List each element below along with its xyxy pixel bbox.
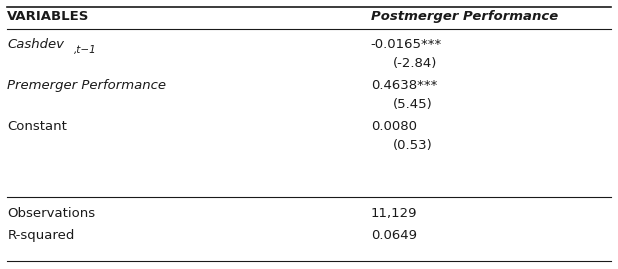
Text: (5.45): (5.45) <box>392 98 432 111</box>
Text: ,t−1: ,t−1 <box>74 45 97 55</box>
Text: R-squared: R-squared <box>7 229 75 242</box>
Text: Premerger Performance: Premerger Performance <box>7 79 166 92</box>
Text: 0.4638***: 0.4638*** <box>371 79 437 92</box>
Text: -0.0165***: -0.0165*** <box>371 38 442 51</box>
Text: (0.53): (0.53) <box>392 139 432 152</box>
Text: 0.0080: 0.0080 <box>371 120 417 133</box>
Text: Postmerger Performance: Postmerger Performance <box>371 10 558 23</box>
Text: (-2.84): (-2.84) <box>392 57 437 70</box>
Text: Observations: Observations <box>7 207 96 220</box>
Text: 0.0649: 0.0649 <box>371 229 417 242</box>
Text: Cashdev: Cashdev <box>7 38 64 51</box>
Text: VARIABLES: VARIABLES <box>7 10 90 23</box>
Text: 11,129: 11,129 <box>371 207 417 220</box>
Text: Constant: Constant <box>7 120 67 133</box>
